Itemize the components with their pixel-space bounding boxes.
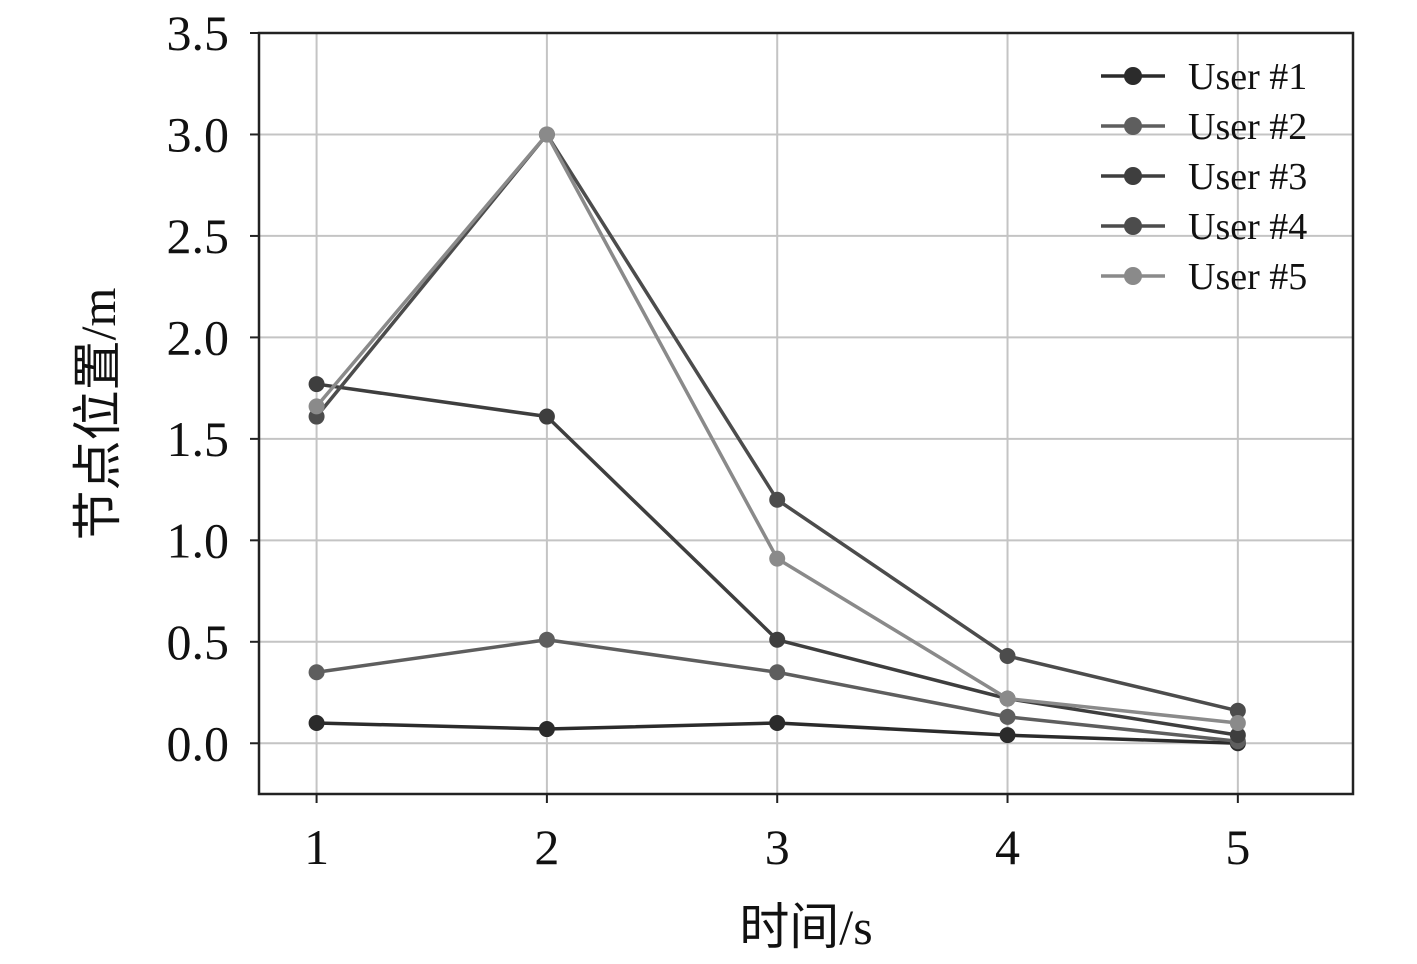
plot-background bbox=[259, 33, 1353, 794]
data-point bbox=[1229, 702, 1246, 719]
y-tick-label: 1.5 bbox=[167, 411, 230, 467]
data-point bbox=[769, 714, 786, 731]
series-5 bbox=[308, 126, 1246, 731]
x-axis-label: 时间/s bbox=[739, 899, 872, 955]
x-tick-label: 3 bbox=[765, 819, 790, 875]
data-point bbox=[769, 664, 786, 681]
y-tick-label: 0.5 bbox=[167, 614, 230, 670]
legend-label: User #1 bbox=[1188, 56, 1307, 98]
x-tick-label: 1 bbox=[304, 819, 329, 875]
data-point bbox=[1229, 727, 1246, 744]
y-axis-label: 节点位置/m bbox=[70, 288, 126, 541]
legend-swatch-marker bbox=[1124, 67, 1142, 85]
plot-frame bbox=[257, 31, 1355, 796]
legend-entry: User #3 bbox=[1101, 156, 1307, 198]
legend: User #1 User #2 User #3 User #4 User #5 bbox=[1101, 56, 1307, 298]
x-tick-label: 2 bbox=[534, 819, 559, 875]
y-tick-label: 2.0 bbox=[167, 309, 230, 365]
data-point bbox=[538, 631, 555, 648]
series-lines bbox=[308, 126, 1246, 752]
x-tick-label: 4 bbox=[995, 819, 1020, 875]
y-tick-label: 2.5 bbox=[167, 208, 230, 264]
y-tick-label: 0.0 bbox=[167, 715, 230, 771]
data-point bbox=[308, 376, 325, 393]
y-tick-label: 3.0 bbox=[167, 106, 230, 162]
data-point bbox=[308, 664, 325, 681]
x-tick-label: 5 bbox=[1225, 819, 1250, 875]
legend-entry: User #1 bbox=[1101, 56, 1307, 98]
legend-entry: User #2 bbox=[1101, 106, 1307, 148]
data-point bbox=[308, 398, 325, 415]
data-point bbox=[999, 708, 1016, 725]
legend-swatch-marker bbox=[1124, 117, 1142, 135]
legend-label: User #3 bbox=[1188, 156, 1307, 198]
y-tick-label: 3.5 bbox=[167, 5, 230, 61]
data-point bbox=[769, 491, 786, 508]
data-point bbox=[769, 550, 786, 567]
data-point bbox=[769, 631, 786, 648]
data-point bbox=[308, 714, 325, 731]
legend-swatch-marker bbox=[1124, 217, 1142, 235]
legend-label: User #2 bbox=[1188, 106, 1307, 148]
data-point bbox=[999, 648, 1016, 665]
data-point bbox=[1229, 714, 1246, 731]
legend-label: User #5 bbox=[1188, 256, 1307, 298]
legend-swatch-marker bbox=[1124, 267, 1142, 285]
data-point bbox=[999, 727, 1016, 744]
data-point bbox=[999, 690, 1016, 707]
y-tick-label: 1.0 bbox=[167, 512, 230, 568]
data-point bbox=[538, 408, 555, 425]
legend-swatch-marker bbox=[1124, 167, 1142, 185]
data-point bbox=[538, 721, 555, 738]
data-point bbox=[538, 126, 555, 143]
legend-entry: User #5 bbox=[1101, 256, 1307, 298]
axis-ticks: 1 2 3 4 5 0.0 0.5 1.0 1.5 2.0 2.5 3.0 3.5 bbox=[167, 5, 1251, 875]
legend-entry: User #4 bbox=[1101, 206, 1307, 248]
legend-label: User #4 bbox=[1188, 206, 1307, 248]
